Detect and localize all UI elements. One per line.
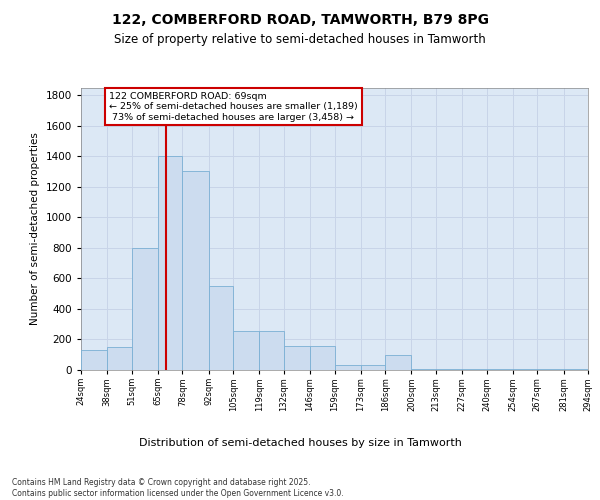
Bar xyxy=(132,248,158,370)
Text: 122, COMBERFORD ROAD, TAMWORTH, B79 8PG: 122, COMBERFORD ROAD, TAMWORTH, B79 8PG xyxy=(112,12,488,26)
Bar xyxy=(182,172,209,370)
Bar xyxy=(385,354,412,370)
Y-axis label: Number of semi-detached properties: Number of semi-detached properties xyxy=(30,132,40,325)
Text: 122 COMBERFORD ROAD: 69sqm
← 25% of semi-detached houses are smaller (1,189)
 73: 122 COMBERFORD ROAD: 69sqm ← 25% of semi… xyxy=(109,92,358,122)
Bar xyxy=(259,331,284,370)
Bar xyxy=(513,369,538,370)
Bar xyxy=(284,346,310,370)
Bar xyxy=(209,286,233,370)
Bar xyxy=(412,369,436,370)
Bar xyxy=(158,156,182,370)
Bar xyxy=(462,369,487,370)
Bar xyxy=(81,350,107,370)
Bar xyxy=(436,369,462,370)
Bar xyxy=(487,369,513,370)
Text: Contains HM Land Registry data © Crown copyright and database right 2025.
Contai: Contains HM Land Registry data © Crown c… xyxy=(12,478,344,498)
Bar xyxy=(107,347,132,370)
Bar xyxy=(335,366,361,370)
Text: Size of property relative to semi-detached houses in Tamworth: Size of property relative to semi-detach… xyxy=(114,32,486,46)
Text: Distribution of semi-detached houses by size in Tamworth: Distribution of semi-detached houses by … xyxy=(139,438,461,448)
Bar xyxy=(538,369,563,370)
Bar xyxy=(233,331,259,370)
Bar xyxy=(563,369,588,370)
Bar xyxy=(361,366,385,370)
Bar xyxy=(310,346,335,370)
